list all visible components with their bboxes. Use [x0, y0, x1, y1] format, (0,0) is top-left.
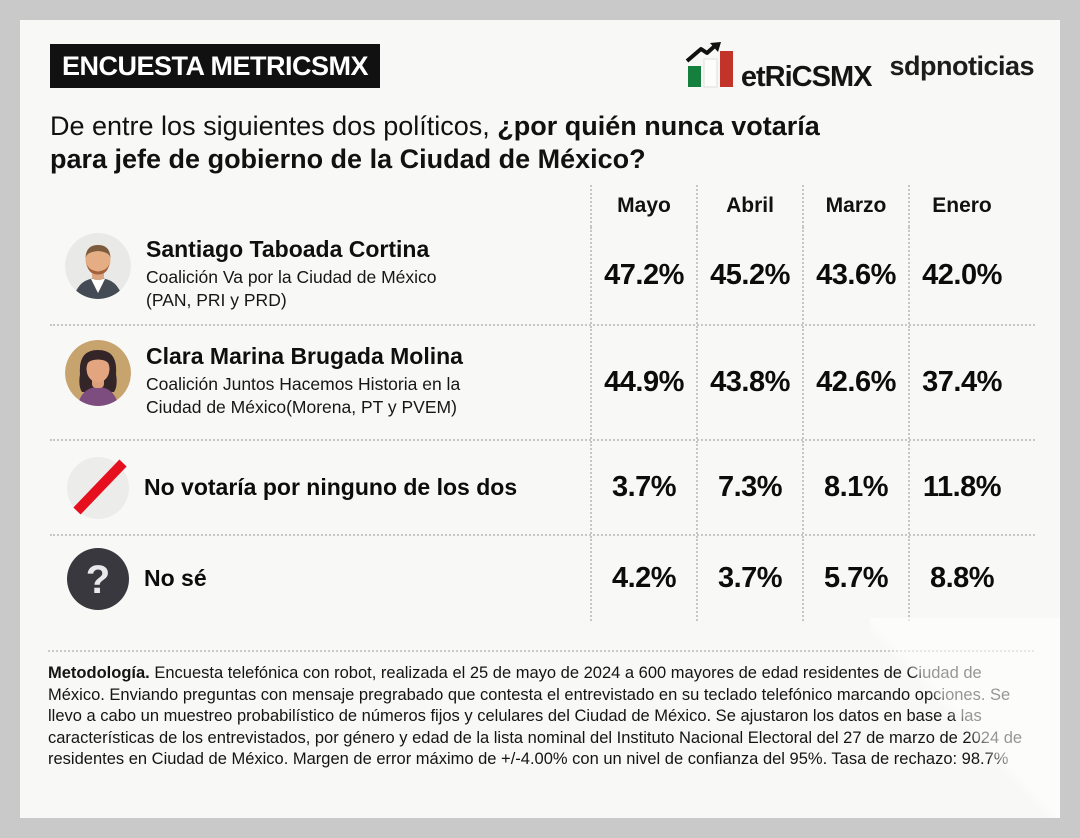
option-label: No sé: [144, 565, 207, 591]
value-brugada-marzo: 42.6%: [802, 326, 908, 439]
methodology-label: Metodología.: [48, 664, 150, 682]
table-row-ninguno: No votaría por ninguno de los dos: [50, 441, 590, 534]
candidate-name: Clara Marina Brugada Molina: [146, 343, 463, 369]
row-divider: [50, 439, 1035, 441]
avatar-taboada-icon: [65, 233, 131, 299]
poll-table: Mayo Abril Marzo Enero: [50, 185, 1035, 621]
column-header-enero: Enero: [908, 185, 1014, 227]
avatar-brugada-icon: [65, 340, 131, 406]
question-emphasis-1: ¿por quién nunca votaría: [497, 111, 820, 141]
table-row-candidate-taboada: Santiago Taboada Cortina Coalición Va po…: [50, 227, 590, 324]
avatar-taboada: [65, 233, 131, 299]
question-emphasis-2: para jefe de gobierno de la Ciudad de Mé…: [50, 144, 646, 174]
row-divider: [50, 534, 1035, 536]
value-nose-mayo: 4.2%: [590, 536, 696, 621]
question-lead: De entre los siguientes dos políticos,: [50, 111, 490, 141]
question-mark-icon: ?: [67, 547, 129, 610]
value-ninguno-marzo: 8.1%: [802, 441, 908, 534]
option-label: No votaría por ninguno de los dos: [144, 474, 518, 500]
value-taboada-mayo: 47.2%: [590, 227, 696, 324]
value-nose-marzo: 5.7%: [802, 536, 908, 621]
no-vote-slash-icon: [67, 456, 129, 519]
methodology-note: Metodología. Encuesta telefónica con rob…: [48, 650, 1034, 771]
table-row-no-se: ? No sé: [50, 536, 590, 621]
encuesta-badge: ENCUESTA METRICSMX: [50, 44, 381, 88]
table-row-candidate-brugada: Clara Marina Brugada Molina Coalición Ju…: [50, 326, 590, 439]
sdpnoticias-logo-text: sdpnoticias: [889, 50, 1034, 81]
column-header-spacer: [50, 185, 590, 227]
value-taboada-marzo: 43.6%: [802, 227, 908, 324]
candidate-info: Clara Marina Brugada Molina Coalición Ju…: [146, 340, 463, 419]
methodology-text: Encuesta telefónica con robot, realizada…: [48, 664, 1023, 768]
value-ninguno-mayo: 3.7%: [590, 441, 696, 534]
value-brugada-mayo: 44.9%: [590, 326, 696, 439]
value-brugada-abril: 43.8%: [696, 326, 802, 439]
svg-text:?: ?: [86, 558, 110, 602]
row-divider: [50, 324, 1035, 326]
poll-question: De entre los siguientes dos políticos, ¿…: [50, 110, 930, 176]
candidate-info: Santiago Taboada Cortina Coalición Va po…: [146, 233, 437, 312]
metricsmx-logo-text: etRiCSMX: [740, 61, 873, 93]
metricsmx-bars-icon: [685, 42, 733, 88]
logos: etRiCSMX sdpnoticias: [685, 42, 1034, 93]
value-brugada-enero: 37.4%: [908, 326, 1014, 439]
infographic-card: ENCUESTA METRICSMX etRiCSMX sdpnoticias …: [20, 20, 1060, 818]
candidate-coalition: Coalición Va por la Ciudad de México (PA…: [146, 267, 437, 310]
column-header-marzo: Marzo: [802, 185, 908, 227]
value-ninguno-abril: 7.3%: [696, 441, 802, 534]
value-nose-abril: 3.7%: [696, 536, 802, 621]
value-taboada-enero: 42.0%: [908, 227, 1014, 324]
value-ninguno-enero: 11.8%: [908, 441, 1014, 534]
column-header-mayo: Mayo: [590, 185, 696, 227]
value-taboada-abril: 45.2%: [696, 227, 802, 324]
value-nose-enero: 8.8%: [908, 536, 1014, 621]
metricsmx-logo: etRiCSMX: [685, 42, 873, 93]
candidate-coalition: Coalición Juntos Hacemos Historia en la …: [146, 374, 461, 417]
avatar-brugada: [65, 340, 131, 406]
column-header-abril: Abril: [696, 185, 802, 227]
header: ENCUESTA METRICSMX etRiCSMX sdpnoticias: [50, 40, 1034, 92]
candidate-name: Santiago Taboada Cortina: [146, 236, 430, 262]
